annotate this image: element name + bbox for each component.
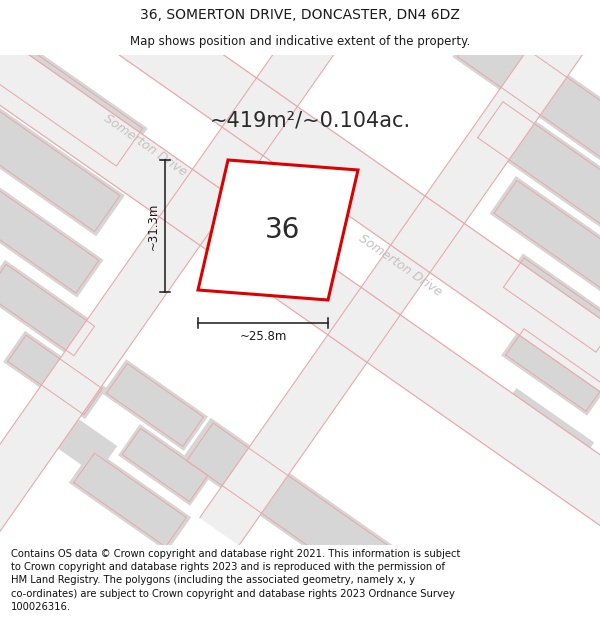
Polygon shape	[69, 448, 191, 552]
Polygon shape	[118, 424, 212, 506]
Text: ~25.8m: ~25.8m	[239, 331, 287, 344]
Polygon shape	[198, 160, 358, 300]
Polygon shape	[452, 14, 600, 166]
Text: Contains OS data © Crown copyright and database right 2021. This information is : Contains OS data © Crown copyright and d…	[11, 549, 460, 612]
Polygon shape	[0, 260, 99, 360]
Polygon shape	[499, 253, 600, 357]
Text: Somerton Drive: Somerton Drive	[101, 111, 189, 179]
Polygon shape	[0, 0, 600, 562]
Polygon shape	[102, 359, 208, 451]
Polygon shape	[501, 324, 600, 416]
Polygon shape	[0, 0, 600, 428]
Polygon shape	[3, 331, 107, 419]
Polygon shape	[0, 0, 391, 546]
Polygon shape	[490, 176, 600, 294]
Polygon shape	[181, 418, 399, 592]
Text: 36, SOMERTON DRIVE, DONCASTER, DN4 6DZ: 36, SOMERTON DRIVE, DONCASTER, DN4 6DZ	[140, 8, 460, 22]
Polygon shape	[496, 388, 594, 472]
Text: Map shows position and indicative extent of the property.: Map shows position and indicative extent…	[130, 35, 470, 48]
Polygon shape	[200, 0, 600, 546]
Text: Somerton Drive: Somerton Drive	[356, 231, 444, 299]
Polygon shape	[473, 98, 600, 232]
Text: ~31.3m: ~31.3m	[146, 202, 160, 249]
Text: 36: 36	[265, 216, 301, 244]
Text: ~419m²/~0.104ac.: ~419m²/~0.104ac.	[209, 110, 410, 130]
Polygon shape	[0, 104, 125, 236]
Polygon shape	[0, 182, 103, 298]
Polygon shape	[0, 19, 148, 171]
Polygon shape	[23, 394, 117, 476]
